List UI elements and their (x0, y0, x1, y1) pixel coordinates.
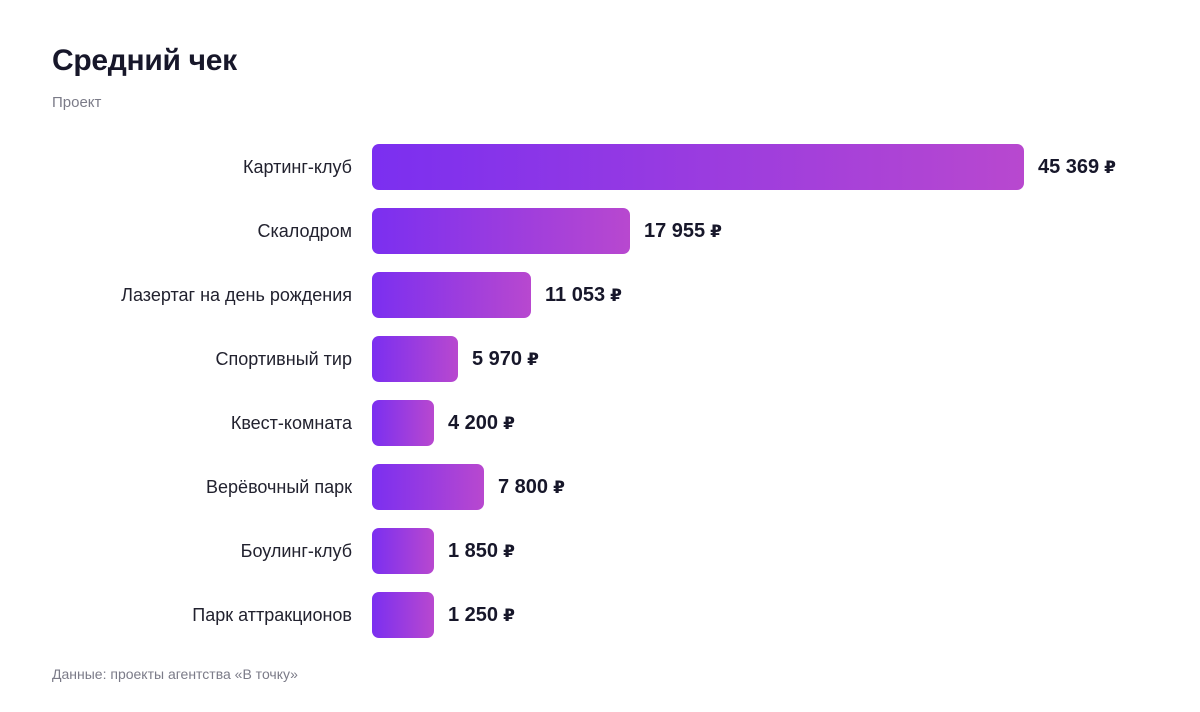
value-number: 1 250 (448, 604, 499, 626)
currency-symbol: ₽ (527, 350, 539, 369)
chart-subtitle: Проект (52, 94, 102, 111)
value-number: 4 200 (448, 412, 499, 434)
value-label: 1 250 ₽ (448, 603, 515, 628)
currency-symbol: ₽ (553, 478, 565, 497)
source-note: Данные: проекты агентства «В точку» (52, 666, 298, 682)
value-number: 5 970 (472, 348, 523, 370)
currency-symbol: ₽ (710, 222, 723, 241)
currency-symbol: ₽ (503, 606, 515, 625)
bar (372, 592, 434, 638)
category-label: Спортивный тир (215, 349, 352, 369)
bar (372, 144, 1024, 190)
value-label: 4 200 ₽ (448, 411, 515, 436)
value-number: 1 850 (448, 540, 499, 562)
bar (372, 272, 531, 318)
category-label: Скалодром (257, 221, 353, 241)
chart-title: Средний чек (52, 44, 237, 77)
currency-symbol: ₽ (503, 414, 515, 433)
bar (372, 400, 434, 446)
currency-symbol: ₽ (1104, 158, 1117, 177)
bar (372, 528, 434, 574)
bar (372, 208, 630, 254)
category-label: Лазертаг на день рождения (121, 285, 352, 305)
currency-symbol: ₽ (610, 286, 622, 305)
category-label: Квест-комната (230, 413, 352, 433)
value-number: 17 955 (644, 220, 706, 242)
category-label: Парк аттракционов (192, 605, 352, 625)
value-label: 1 850 ₽ (448, 539, 515, 564)
value-label: 5 970 ₽ (472, 347, 539, 372)
value-number: 11 053 (545, 284, 606, 306)
bar (372, 336, 458, 382)
value-label: 7 800 ₽ (498, 475, 565, 500)
bar (372, 464, 484, 510)
value-number: 45 369 (1038, 156, 1100, 178)
category-label: Картинг-клуб (242, 157, 352, 177)
category-label: Боулинг-клуб (240, 541, 352, 561)
value-label: 45 369 ₽ (1038, 155, 1116, 180)
value-number: 7 800 (498, 476, 549, 498)
value-label: 17 955 ₽ (644, 219, 722, 244)
category-label: Верёвочный парк (206, 477, 352, 497)
value-label: 11 053 ₽ (545, 283, 622, 308)
currency-symbol: ₽ (503, 542, 515, 561)
